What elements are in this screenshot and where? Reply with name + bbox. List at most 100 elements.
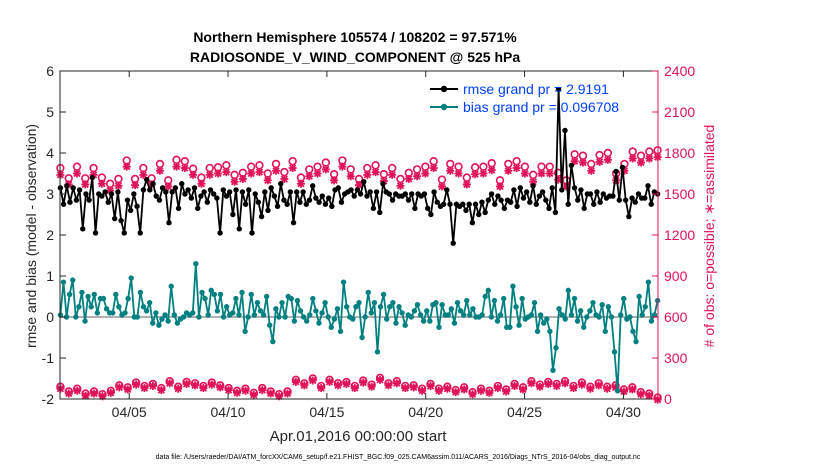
bias-point <box>297 308 304 314</box>
rmse-point <box>587 191 594 197</box>
obs-assimilated-marker <box>396 181 405 190</box>
bias-point <box>325 314 331 320</box>
rmse-point <box>124 197 131 203</box>
rmse-point <box>357 191 364 197</box>
obs-assimilated-marker <box>90 389 99 398</box>
obs-assimilated-marker <box>296 179 305 188</box>
bias-point <box>340 279 347 285</box>
obs-assimilated-marker <box>418 386 427 395</box>
bias-point <box>279 299 285 306</box>
rmse-point <box>278 181 284 187</box>
bias-point <box>254 299 261 306</box>
obs-assimilated-marker <box>180 164 189 173</box>
obs-assimilated-marker <box>493 384 502 393</box>
rmse-point <box>172 185 179 191</box>
bias-point <box>374 349 381 355</box>
rmse-point <box>402 191 409 197</box>
rmse-point <box>594 189 600 195</box>
bias-point <box>193 261 199 267</box>
rmse-point <box>163 189 169 195</box>
rmse-point <box>552 209 559 216</box>
bias-point <box>494 318 501 324</box>
bias-point <box>180 314 187 320</box>
rmse-point <box>460 201 466 207</box>
bias-point <box>368 310 375 316</box>
rmse-point <box>568 162 575 168</box>
rmse-point <box>424 205 431 212</box>
x-tick-label: 04/20 <box>408 404 443 420</box>
bias-point <box>196 314 202 320</box>
rmse-point <box>271 193 278 199</box>
bias-point <box>273 306 279 312</box>
rmse-point <box>581 205 587 212</box>
obs-assimilated-marker <box>155 166 164 175</box>
bias-point <box>230 310 236 316</box>
rmse-point <box>313 195 319 201</box>
bias-point <box>497 312 504 318</box>
bias-point <box>245 314 251 320</box>
bias-point <box>310 295 316 302</box>
rmse-point <box>600 191 607 197</box>
rmse-point <box>488 191 495 197</box>
rmse-point <box>92 230 99 236</box>
y-tick-label: 3 <box>46 186 54 202</box>
bias-point <box>470 306 476 312</box>
obs-assimilated-marker <box>249 390 258 399</box>
obs-assimilated-marker <box>224 386 233 395</box>
bias-point <box>467 312 473 318</box>
bias-point <box>531 299 538 306</box>
obs-assimilated-marker <box>429 164 438 173</box>
rmse-point <box>127 207 134 214</box>
obs-assimilated-marker <box>333 381 342 390</box>
bias-point <box>516 322 522 328</box>
bias-point <box>319 310 325 316</box>
rmse-point <box>389 197 396 203</box>
rmse-point <box>246 187 252 193</box>
bias-point <box>143 308 150 314</box>
bias-point <box>510 283 516 289</box>
rmse-point <box>517 185 523 191</box>
rmse-point <box>86 197 92 203</box>
rmse-point <box>511 187 517 193</box>
rmse-point <box>329 203 335 209</box>
bias-point <box>208 287 214 294</box>
obs-assimilated-marker <box>451 388 460 397</box>
rmse-point <box>239 189 246 195</box>
bias-point <box>303 318 310 324</box>
obs-assimilated-marker <box>619 387 628 396</box>
y-tick-label: 5 <box>46 104 54 120</box>
obs-assimilated-marker <box>460 385 469 394</box>
bias-point <box>153 310 159 316</box>
obs-assimilated-marker <box>197 179 206 188</box>
bias-point <box>174 320 181 326</box>
rmse-point <box>70 185 76 191</box>
rmse-point <box>185 187 191 193</box>
obs-assimilated-marker <box>594 381 603 390</box>
rmse-point <box>153 193 159 199</box>
rmse-point <box>236 226 242 232</box>
y-right-tick-label: 1200 <box>664 227 695 243</box>
bias-point <box>334 306 341 312</box>
bias-point <box>420 318 427 324</box>
obs-assimilated-marker <box>569 384 578 393</box>
bias-point <box>150 320 156 326</box>
y-right-tick-label: 0 <box>664 391 672 407</box>
rmse-point <box>482 209 488 216</box>
obs-assimilated-marker <box>535 382 544 391</box>
rmse-point <box>316 199 322 205</box>
rmse-point <box>440 201 447 207</box>
rmse-point <box>469 220 476 226</box>
bias-point <box>393 320 399 326</box>
rmse-point <box>105 199 111 205</box>
rmse-point <box>539 189 546 195</box>
rmse-point <box>549 185 555 191</box>
obs-assimilated-marker <box>272 166 281 175</box>
rmse-point <box>226 189 233 195</box>
rmse-point <box>284 201 290 207</box>
bias-point <box>282 314 288 320</box>
legend: rmse grand pr = 2.9191 bias grand pr = 0… <box>430 81 619 115</box>
rmse-point <box>361 179 367 185</box>
rmse-point <box>175 205 182 212</box>
obs-assimilated-marker <box>291 377 300 386</box>
obs-assimilated-marker <box>157 386 166 395</box>
